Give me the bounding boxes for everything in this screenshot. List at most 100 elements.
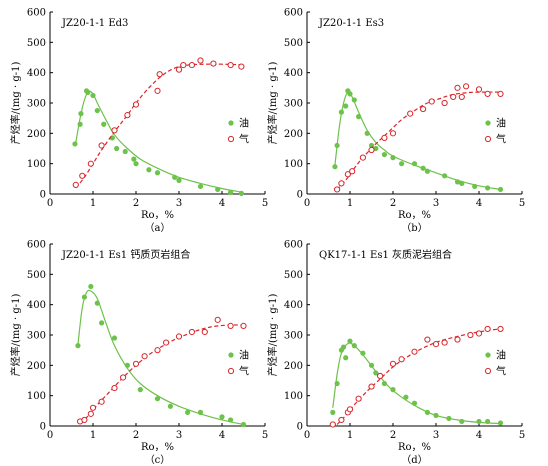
trend-line — [334, 91, 501, 190]
data-point — [355, 395, 362, 402]
data-point — [87, 160, 94, 167]
x-tick-label: 1 — [90, 198, 96, 209]
x-tick-label: 5 — [262, 430, 268, 441]
x-tick-label: 4 — [476, 430, 482, 441]
chart-panel-a: 0 100 200 300 400 500 600 0 1 2 3 4 5 JZ20-1-1 Ed3 产烃率… — [9, 8, 268, 235]
x-tick-label: 2 — [390, 430, 396, 441]
y-tick-label: 200 — [284, 361, 303, 372]
x-tick-label: 5 — [519, 198, 525, 209]
data-point — [188, 61, 195, 69]
data-point — [131, 156, 137, 162]
data-point — [124, 362, 130, 368]
data-point — [215, 186, 221, 193]
data-point — [344, 171, 351, 178]
data-point — [227, 322, 234, 329]
x-tick-label: 3 — [176, 430, 182, 441]
data-point — [329, 421, 336, 428]
data-point — [340, 344, 347, 350]
legend-marker — [227, 367, 235, 375]
x-tick-label: 5 — [519, 430, 525, 441]
data-point — [424, 336, 431, 343]
legend-marker — [228, 120, 234, 126]
data-point — [72, 141, 78, 147]
y-tick-label: 400 — [284, 68, 303, 79]
data-point — [141, 353, 148, 360]
data-point — [101, 121, 107, 127]
data-point — [497, 325, 504, 333]
legend-label: 气 — [239, 365, 249, 378]
data-point — [407, 110, 414, 117]
data-point — [432, 341, 440, 348]
data-point — [485, 418, 491, 425]
trend-line — [336, 328, 501, 425]
data-point — [403, 394, 409, 400]
data-point — [175, 66, 183, 73]
y-tick-label: 300 — [27, 331, 46, 342]
data-point — [132, 360, 140, 367]
data-point — [381, 134, 388, 141]
data-point — [330, 409, 336, 415]
data-point — [238, 63, 245, 70]
data-point — [114, 145, 120, 152]
data-point — [156, 71, 163, 78]
series-oil — [75, 283, 247, 428]
data-point — [454, 336, 461, 343]
data-point — [347, 338, 353, 344]
y-tick-label: 100 — [27, 391, 46, 402]
x-tick-label: 3 — [176, 198, 182, 209]
data-point — [442, 173, 448, 179]
data-point — [98, 142, 105, 149]
y-tick-label: 100 — [27, 159, 46, 170]
x-tick-label: 4 — [219, 198, 225, 209]
x-tick-label: 0 — [304, 198, 310, 209]
data-point — [454, 179, 461, 185]
data-point — [146, 167, 152, 173]
y-tick-label: 600 — [284, 240, 303, 251]
data-point — [459, 180, 465, 186]
data-point — [188, 328, 195, 336]
trend-line — [332, 342, 501, 425]
data-point — [368, 362, 375, 368]
trend-line — [75, 90, 244, 194]
x-tick-label: 5 — [262, 198, 268, 209]
legend-label: 气 — [496, 365, 506, 378]
x-tick-label: 1 — [347, 430, 353, 441]
x-tick-label: 0 — [47, 198, 53, 209]
y-tick-label: 600 — [27, 240, 46, 251]
data-point — [349, 168, 356, 175]
data-point — [368, 383, 375, 390]
y-tick-label: 300 — [284, 331, 303, 342]
data-point — [338, 180, 345, 187]
y-axis-label: 产烃率/(mg · g-1) — [9, 62, 22, 145]
data-point — [90, 92, 96, 99]
data-point — [472, 183, 478, 190]
y-axis-label: 产烃率/(mg · g-1) — [9, 294, 22, 377]
data-point — [441, 99, 448, 107]
data-point — [89, 404, 97, 411]
data-point — [219, 414, 225, 420]
x-tick-label: 2 — [133, 430, 139, 441]
data-point — [334, 142, 340, 149]
legend-label: 油 — [496, 117, 506, 130]
data-point — [399, 161, 405, 167]
legend-label: 气 — [496, 133, 506, 146]
data-point — [411, 348, 418, 355]
panel-title: QK17-1-1 Es1 灰质泥岩组合 — [319, 248, 452, 261]
data-point — [338, 416, 345, 424]
data-point — [87, 410, 94, 417]
data-point — [85, 89, 91, 95]
y-tick-label: 0 — [40, 422, 46, 433]
data-point — [389, 130, 397, 137]
data-point — [122, 148, 128, 155]
data-point — [484, 90, 491, 98]
series-oil — [332, 88, 504, 193]
panel-caption: （a） — [145, 222, 171, 234]
data-point — [428, 98, 435, 105]
data-point — [111, 335, 118, 341]
y-tick-label: 300 — [284, 99, 303, 110]
y-tick-label: 600 — [27, 8, 46, 19]
legend-label: 气 — [239, 133, 249, 146]
data-point — [172, 174, 178, 180]
panel-title: JZ20-1-1 Es1 钙质页岩组合 — [61, 248, 190, 261]
